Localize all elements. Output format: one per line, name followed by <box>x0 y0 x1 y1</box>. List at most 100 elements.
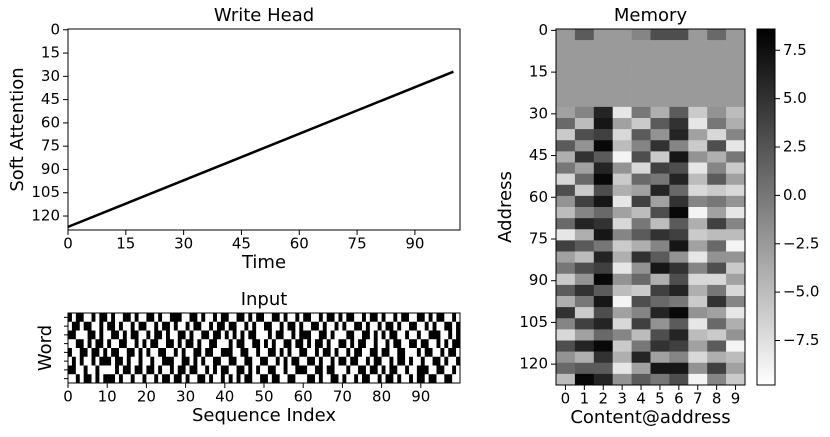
cell <box>444 348 449 358</box>
cell <box>314 339 320 349</box>
cell <box>252 339 257 349</box>
cell <box>381 321 386 331</box>
cell <box>669 329 689 341</box>
cell <box>177 330 182 340</box>
cell <box>556 129 576 141</box>
x-tick-label: 90 <box>411 388 430 406</box>
cell <box>307 339 312 349</box>
cell <box>287 339 292 349</box>
y-tick-label: 15 <box>529 63 548 81</box>
cell <box>432 348 437 358</box>
cell <box>303 356 308 366</box>
cell <box>593 373 613 386</box>
cell <box>574 95 595 108</box>
cell <box>409 374 414 384</box>
cell <box>209 365 214 375</box>
cell <box>631 173 651 186</box>
cell <box>393 348 398 358</box>
cell <box>342 339 347 349</box>
cell <box>220 348 226 358</box>
cell <box>91 356 96 366</box>
cell <box>448 365 453 375</box>
cell <box>556 296 576 308</box>
cell <box>631 362 651 375</box>
cell <box>299 348 304 358</box>
cell <box>193 313 198 323</box>
cell <box>358 348 363 358</box>
cell <box>612 40 632 52</box>
cell <box>291 321 296 331</box>
cell <box>115 374 120 384</box>
cell <box>256 365 261 375</box>
cell <box>197 365 202 375</box>
cell <box>209 339 214 349</box>
cell <box>295 321 300 331</box>
cell <box>707 140 727 152</box>
cell <box>432 339 437 349</box>
cell <box>138 321 143 331</box>
cell <box>330 321 335 331</box>
cell <box>688 151 708 163</box>
cell <box>350 374 355 384</box>
cell <box>456 313 461 323</box>
cell <box>146 356 151 366</box>
cell <box>158 339 163 349</box>
cell <box>688 40 708 52</box>
cell <box>314 356 320 366</box>
cell <box>252 330 257 340</box>
cell <box>444 313 449 323</box>
cell <box>362 348 367 358</box>
cell <box>87 374 92 384</box>
cell <box>326 339 331 349</box>
cell <box>362 330 367 340</box>
cell <box>574 162 595 174</box>
cell <box>248 356 253 366</box>
cell <box>593 318 613 330</box>
cell <box>220 330 226 340</box>
cell <box>612 151 632 163</box>
cell <box>574 40 595 52</box>
cell <box>688 184 708 197</box>
cell <box>118 313 124 323</box>
cell <box>631 207 651 219</box>
cell <box>236 374 241 384</box>
cell <box>631 296 651 308</box>
y-tick-label: 30 <box>41 67 60 85</box>
cell <box>726 340 746 352</box>
cell <box>307 321 312 331</box>
cell <box>267 348 273 358</box>
cell <box>181 321 186 331</box>
cell <box>275 374 280 384</box>
cell <box>631 184 651 197</box>
cell <box>299 313 304 323</box>
cell <box>412 374 418 384</box>
cell <box>650 62 670 74</box>
cell <box>103 348 108 358</box>
cell <box>726 106 746 119</box>
cell <box>409 348 414 358</box>
cell <box>707 318 727 330</box>
cell <box>346 365 351 375</box>
cell <box>111 365 116 375</box>
cell <box>556 251 576 263</box>
cell <box>448 348 453 358</box>
cell <box>322 313 328 323</box>
cell <box>593 29 613 41</box>
colorbar <box>756 28 776 386</box>
cell <box>162 313 167 323</box>
cell <box>650 351 670 364</box>
cell <box>177 374 182 384</box>
cell <box>556 73 576 85</box>
cell <box>669 251 689 263</box>
cell <box>593 40 613 52</box>
cell <box>405 313 410 323</box>
cell <box>115 348 120 358</box>
cell <box>393 321 398 331</box>
cell <box>326 321 331 331</box>
cell <box>412 365 418 375</box>
cell <box>574 84 595 97</box>
cell <box>405 339 410 349</box>
cell <box>650 373 670 386</box>
cell <box>248 339 253 349</box>
cell <box>122 365 128 375</box>
